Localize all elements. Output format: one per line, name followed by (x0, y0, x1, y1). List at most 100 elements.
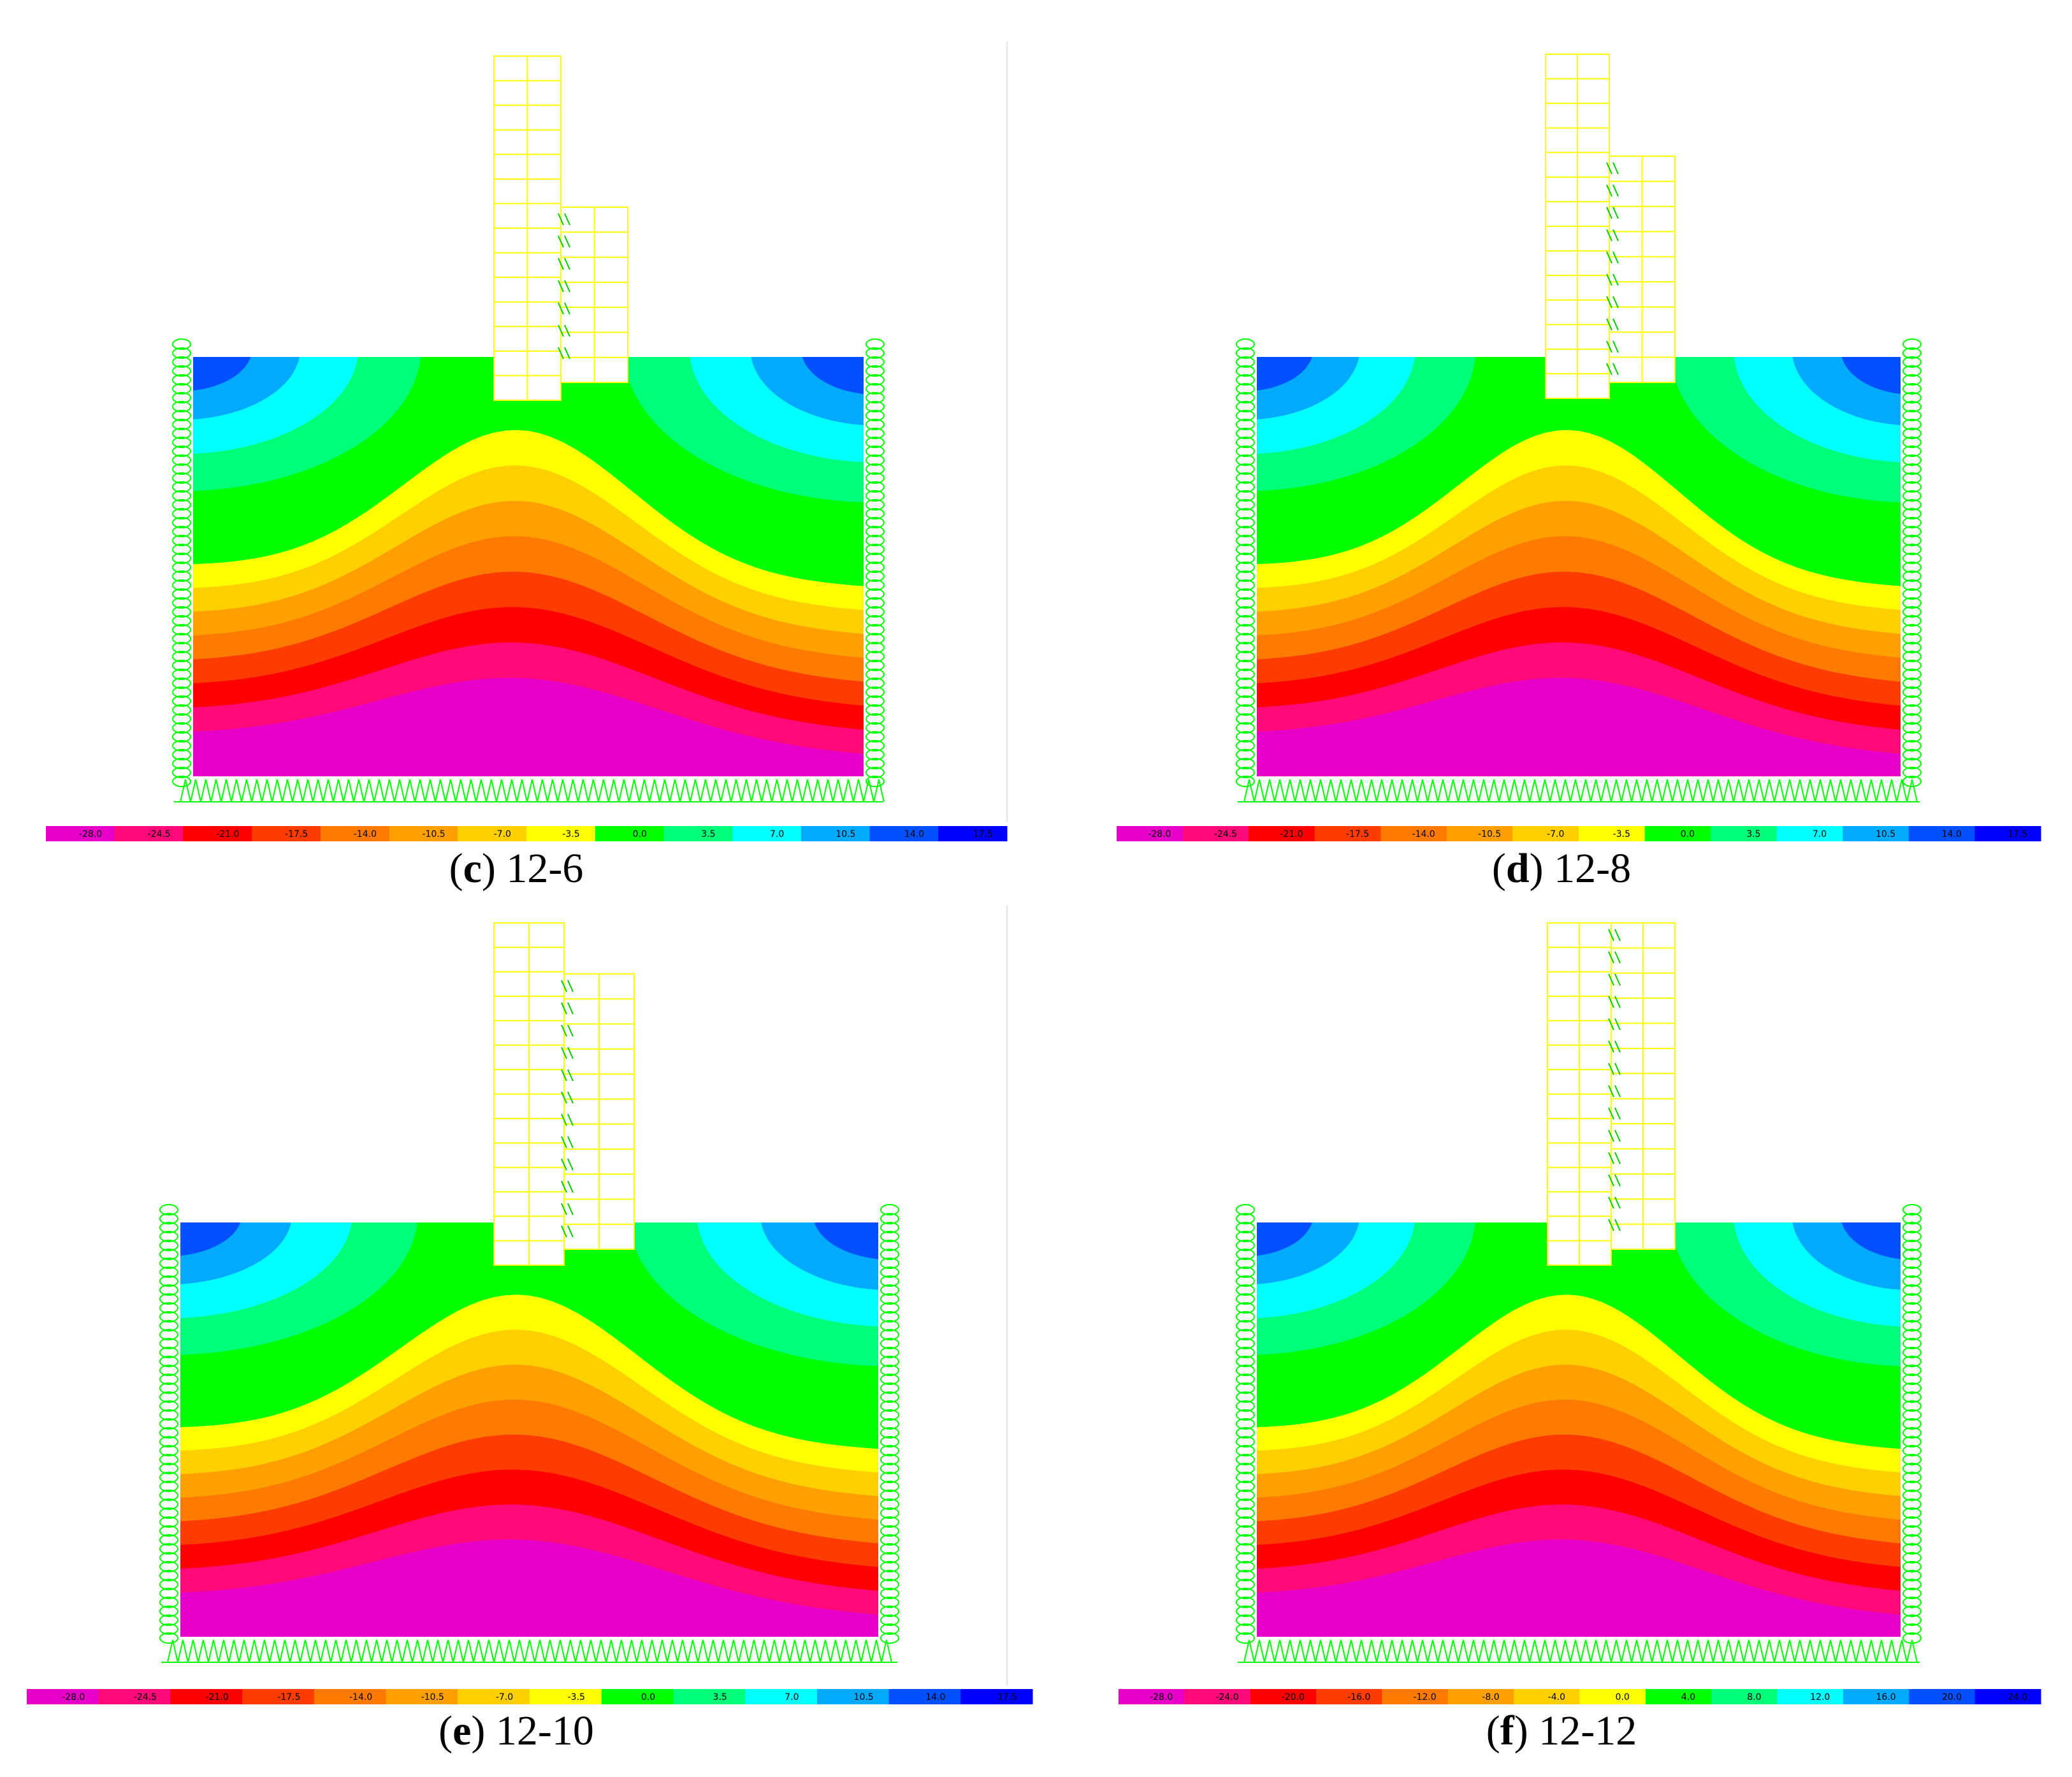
colorbar-tick-label: -28.0 (1148, 829, 1171, 839)
contour-field (180, 1222, 878, 1637)
colorbar-swatch (1974, 826, 2041, 841)
contour-band (1257, 713, 1881, 776)
colorbar-tick-label: 14.0 (925, 1692, 945, 1702)
colorbar-tick-label: -7.0 (1547, 829, 1564, 839)
colorbar-tick-label: 20.0 (1942, 1692, 1962, 1702)
colorbar-swatch (732, 826, 802, 841)
colorbar-swatch (1579, 1689, 1646, 1704)
colorbar-swatch (183, 826, 252, 841)
colorbar-tick-label: 14.0 (904, 829, 924, 839)
contour-lobe-left (193, 357, 251, 391)
colorbar-tick-label: 7.0 (1813, 829, 1827, 839)
panel-e: -28.0 -24.5 -21.0 -17.5 -14.0 -10.5 -7.0 -3.5 0.… (27, 905, 1033, 1704)
colorbar-swatch (960, 1689, 1033, 1704)
boundary-supports (1236, 1204, 1922, 1663)
colorbar-tick-label: -4.0 (1548, 1692, 1565, 1702)
colorbar-tick-label: -10.5 (422, 829, 445, 839)
caption-e: (e) 12-10 (438, 1708, 594, 1754)
colorbar-swatch (386, 1689, 458, 1704)
colorbar-tick-label: 24.0 (2008, 1692, 2027, 1702)
joint-springs (561, 980, 574, 1238)
contour-field (193, 357, 864, 776)
short-building-frame (560, 207, 628, 383)
contour-band (193, 713, 843, 776)
colorbar-swatch (1514, 1689, 1580, 1704)
joint-springs (1606, 162, 1619, 375)
colorbar-swatch (114, 826, 184, 841)
colorbar-swatch (1579, 826, 1646, 841)
colorbar-tick-label: 16.0 (1876, 1692, 1896, 1702)
colorbar-swatch (458, 826, 527, 841)
boundary-supports (1236, 338, 1922, 802)
colorbar: -28.0 -24.0 -20.0 -16.0 -12.0 -8.0 -4.0 0.0 4.0 8… (1119, 1689, 2041, 1704)
boundary-supports (172, 338, 885, 802)
colorbar-swatch (530, 1689, 602, 1704)
colorbar-swatch (1250, 1689, 1317, 1704)
colorbar-tick-label: -3.5 (568, 1692, 585, 1702)
panel-d: -28.0 -24.5 -21.0 -17.5 -14.0 -10.5 -7.0 -3.5 0.… (1117, 54, 2041, 841)
colorbar-swatch (1644, 826, 1711, 841)
colorbar-tick-label: -28.0 (1150, 1692, 1173, 1702)
colorbar-tick-label: -14.0 (354, 829, 377, 839)
colorbar-tick-label: -21.0 (216, 829, 239, 839)
colorbar-swatch (314, 1689, 387, 1704)
colorbar-tick-label: 14.0 (1942, 829, 1962, 839)
colorbar-tick-label: -21.0 (1280, 829, 1303, 839)
contour-lobe-left (1257, 357, 1312, 391)
contour-lobe-right (1841, 357, 1901, 395)
colorbar-tick-label: -21.0 (206, 1692, 229, 1702)
colorbar-swatch (252, 826, 321, 841)
colorbar-swatch (1380, 826, 1447, 841)
colorbar-tick-label: 7.0 (770, 829, 784, 839)
colorbar-swatch (170, 1689, 243, 1704)
colorbar-swatch (1184, 1689, 1251, 1704)
colorbar-swatch (1316, 1689, 1382, 1704)
colorbar-swatch (601, 1689, 674, 1704)
short-building-frame (1611, 922, 1676, 1250)
colorbar-swatch (801, 826, 871, 841)
contour-field (1257, 1222, 1901, 1637)
colorbar: -28.0 -24.5 -21.0 -17.5 -14.0 -10.5 -7.0 -3.5 0.… (1117, 826, 2041, 841)
colorbar-swatch (595, 826, 664, 841)
colorbar-tick-label: -14.0 (349, 1692, 372, 1702)
colorbar-tick-label: -24.5 (134, 1692, 157, 1702)
colorbar-swatch (389, 826, 458, 841)
colorbar-swatch (1843, 1689, 1909, 1704)
colorbar-tick-label: -14.0 (1412, 829, 1435, 839)
colorbar-swatch (526, 826, 596, 841)
colorbar-swatch (98, 1689, 171, 1704)
colorbar: -28.0 -24.5 -21.0 -17.5 -14.0 -10.5 -7.0 -3.5 0.… (27, 1689, 1033, 1704)
colorbar-tick-label: 4.0 (1681, 1692, 1695, 1702)
colorbar-tick-label: -10.5 (1478, 829, 1501, 839)
colorbar-swatch (46, 826, 115, 841)
contour-lobe-right (814, 1222, 878, 1259)
colorbar-tick-label: -10.5 (421, 1692, 444, 1702)
colorbar-tick-label: -20.0 (1282, 1692, 1305, 1702)
colorbar-swatch (1512, 826, 1579, 841)
colorbar-swatch (1182, 826, 1249, 841)
contour-lobe-left (1257, 1222, 1312, 1256)
colorbar-swatch (1645, 1689, 1712, 1704)
colorbar-swatch (1117, 826, 1184, 841)
contour-lobe-right (802, 357, 864, 395)
colorbar-swatch (1711, 1689, 1778, 1704)
colorbar-tick-label: -3.5 (562, 829, 579, 839)
colorbar-tick-label: 7.0 (785, 1692, 799, 1702)
colorbar-swatch (745, 1689, 818, 1704)
colorbar-swatch (816, 1689, 890, 1704)
colorbar-tick-label: 0.0 (633, 829, 647, 839)
colorbar-tick-label: -7.0 (494, 829, 511, 839)
colorbar-swatch (1119, 1689, 1185, 1704)
colorbar-swatch (320, 826, 390, 841)
colorbar-swatch (1711, 826, 1778, 841)
colorbar-tick-label: -17.5 (277, 1692, 300, 1702)
colorbar-tick-label: 10.5 (854, 1692, 874, 1702)
colorbar-swatch (27, 1689, 99, 1704)
colorbar-tick-label: 17.5 (2008, 829, 2027, 839)
colorbar-swatch (888, 1689, 961, 1704)
contour-field (1257, 357, 1901, 776)
colorbar-tick-label: 12.0 (1810, 1692, 1830, 1702)
colorbar-swatch (663, 826, 733, 841)
contour-lobe-right (1841, 1222, 1901, 1259)
